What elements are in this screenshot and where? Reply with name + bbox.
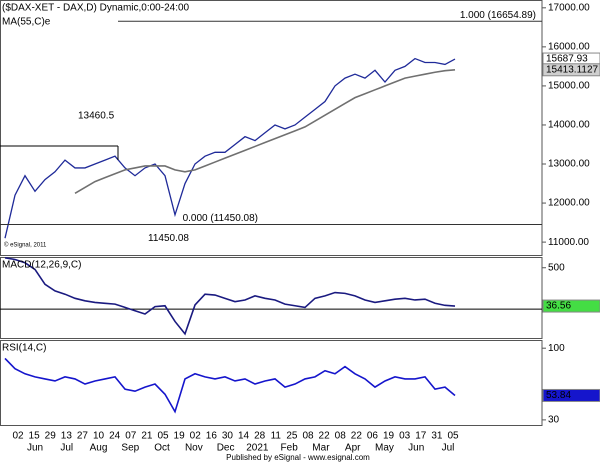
x-group-label: Jun — [27, 443, 43, 454]
x-group-label: Jul — [60, 443, 73, 454]
x-group-label: May — [375, 443, 394, 454]
last-value-box — [542, 388, 600, 402]
x-tick-label: 19 — [383, 431, 395, 442]
annotation: 1.000 (16654.89) — [460, 10, 536, 21]
x-tick-label: 28 — [254, 431, 266, 442]
x-tick-label: 16 — [206, 431, 218, 442]
last-value-label: 53.84 — [546, 390, 571, 401]
series-line — [4, 257, 456, 336]
x-tick-label: 27 — [77, 431, 89, 442]
x-group-label: Apr — [345, 443, 361, 454]
x-tick-label: 07 — [125, 431, 137, 442]
annotation: 11450.08 — [148, 233, 189, 244]
y-tick-label: 14000.00 — [548, 120, 590, 131]
x-group-label: Mar — [312, 443, 330, 454]
x-tick-label: 25 — [286, 431, 298, 442]
x-tick-label: 22 — [319, 431, 331, 442]
last-value-label: 36.56 — [546, 301, 571, 312]
x-tick-label: 15 — [29, 431, 41, 442]
x-group-label: Sep — [121, 443, 139, 454]
panel-frame — [0, 0, 543, 256]
y-tick-label: 30 — [548, 415, 560, 426]
x-group-label: Dec — [217, 443, 235, 454]
x-tick-label: 24 — [109, 431, 121, 442]
panel-frame — [0, 340, 543, 426]
y-tick-label: 100 — [548, 343, 565, 354]
x-tick-label: 13 — [61, 431, 73, 442]
last-value-label: 15413.1127 — [546, 64, 599, 75]
x-tick-label: 02 — [12, 431, 24, 442]
credit: © eSignal, 2011 — [4, 242, 47, 249]
x-tick-label: 22 — [351, 431, 363, 442]
legend-entry: MACD(12,26,9,C) — [2, 260, 81, 271]
y-tick-label: 16000.00 — [548, 42, 590, 53]
last-value-box — [542, 299, 600, 313]
x-tick-label: 17 — [415, 431, 427, 442]
series-line — [4, 57, 456, 239]
x-tick-label: 29 — [45, 431, 57, 442]
x-group-label: 2021 — [246, 443, 269, 454]
y-tick-label: 11000.00 — [548, 237, 589, 248]
legend-entry: RSI(14,C) — [2, 343, 46, 354]
annotation: 0.000 (11450.08) — [183, 213, 258, 224]
x-tick-label: 14 — [238, 431, 250, 442]
series-line — [4, 357, 456, 414]
y-tick-label: 500 — [548, 262, 565, 273]
x-tick-label: 08 — [335, 431, 347, 442]
x-group-label: Feb — [281, 443, 299, 454]
x-tick-label: 31 — [431, 431, 443, 442]
series-line — [74, 68, 456, 194]
x-tick-label: 21 — [141, 431, 153, 442]
x-tick-label: 10 — [93, 431, 105, 442]
last-value-box — [542, 63, 600, 77]
annotation: 13460.5 — [78, 111, 115, 122]
x-tick-label: 06 — [367, 431, 379, 442]
x-tick-label: 02 — [190, 431, 202, 442]
legend-entry: MA(55,C)e — [2, 17, 51, 28]
footer: Published by eSignal - www.esignal.com — [226, 453, 370, 462]
last-value-label: 15687.93 — [546, 54, 588, 65]
x-tick-label: 30 — [222, 431, 234, 442]
y-tick-label: 17000.00 — [548, 2, 590, 13]
x-tick-label: 08 — [302, 431, 314, 442]
y-tick-label: 15000.00 — [548, 81, 590, 92]
x-group-label: Jul — [442, 443, 455, 454]
x-group-label: Aug — [90, 443, 108, 454]
y-tick-label: 12000.00 — [548, 198, 590, 209]
x-tick-label: 03 — [399, 431, 411, 442]
x-group-label: Oct — [154, 443, 170, 454]
panel-frame — [0, 257, 543, 339]
x-group-label: Nov — [185, 443, 203, 454]
x-tick-label: 11 — [271, 431, 282, 442]
y-tick-label: 13000.00 — [548, 159, 590, 170]
x-tick-label: 05 — [157, 431, 169, 442]
x-group-label: Jun — [408, 443, 424, 454]
x-tick-label: 05 — [447, 431, 459, 442]
x-tick-label: 19 — [174, 431, 186, 442]
legend-entry: ($DAX-XET - DAX,D) Dynamic,0:00-24:00 — [2, 3, 190, 14]
